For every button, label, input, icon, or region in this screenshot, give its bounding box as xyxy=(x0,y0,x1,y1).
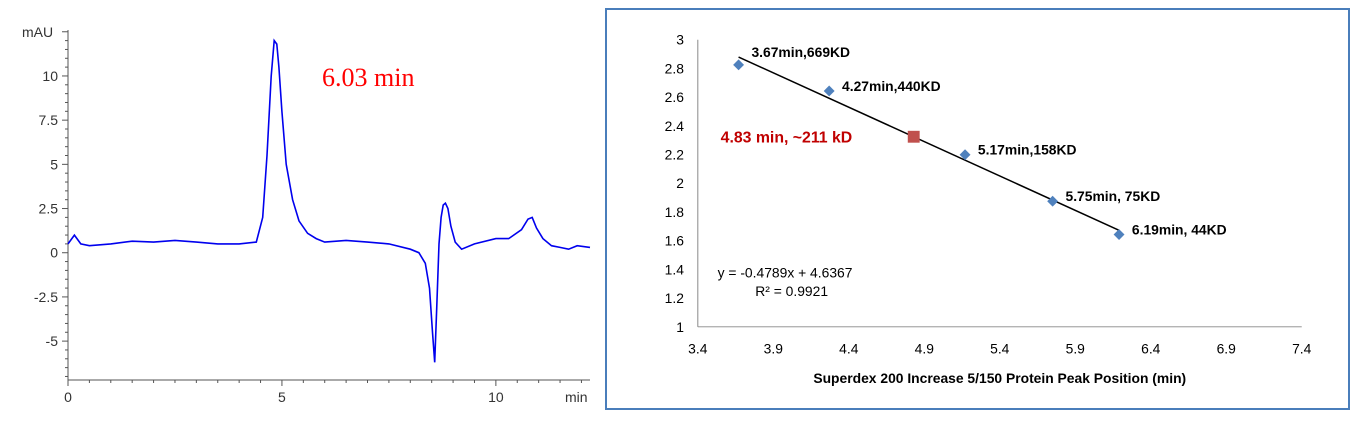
x-tick-label: 4.9 xyxy=(915,341,935,357)
calibration-scatter-chart: 1 1.2 1.4 1.6 1.8 2 2.2 2.4 2.6 2.8 3 3.4 3.9 4.4 4.9 5… xyxy=(605,8,1350,410)
standard-point xyxy=(1047,195,1059,207)
x-tick-label: 3.9 xyxy=(764,341,784,357)
y-tick-label: 5 xyxy=(50,156,58,172)
y-tick-label: 2.2 xyxy=(665,146,685,162)
standard-point xyxy=(733,59,745,71)
y-tick-label: 2.5 xyxy=(39,201,59,217)
x-tick-label: 5.4 xyxy=(990,341,1010,357)
x-tick-label: 10 xyxy=(488,389,504,405)
x-tick-label: 5 xyxy=(278,389,286,405)
y-tick-label: 10 xyxy=(42,68,58,84)
standard-point xyxy=(959,149,971,161)
x-axis-title: Superdex 200 Increase 5/150 Protein Peak… xyxy=(813,370,1186,386)
point-label: 5.75min, 75KD xyxy=(1065,188,1160,204)
y-tick-label: 2.6 xyxy=(665,89,685,105)
y-tick-label: 1.6 xyxy=(665,233,685,249)
x-tick-label: 4.4 xyxy=(839,341,859,357)
standard-point xyxy=(1113,229,1125,240)
x-tick-label: 0 xyxy=(64,389,72,405)
y-tick-label: 3 xyxy=(676,32,684,48)
x-tick-label: 5.9 xyxy=(1066,341,1086,357)
y-axis-unit: mAU xyxy=(22,24,53,40)
standard-point xyxy=(823,85,835,97)
y-tick-label: -5 xyxy=(46,333,59,349)
y-tick-label: 2.8 xyxy=(665,60,685,76)
regression-equation: y = -0.4789x + 4.6367 xyxy=(718,264,853,280)
y-tick-label: 7.5 xyxy=(39,112,59,128)
y-tick-label: 1.8 xyxy=(665,204,685,220)
y-tick-label: 1 xyxy=(676,319,684,335)
x-tick-label: 7.4 xyxy=(1292,341,1312,357)
x-tick-label: 3.4 xyxy=(688,341,708,357)
sample-label: 4.83 min, ~211 kD xyxy=(721,130,853,147)
y-tick-label: 2 xyxy=(676,175,684,191)
point-label: 5.17min,158KD xyxy=(978,142,1077,158)
chromatogram-trace xyxy=(67,38,591,363)
sample-point xyxy=(907,130,920,143)
y-tick-label: 1.4 xyxy=(665,261,685,277)
point-label: 3.67min,669KD xyxy=(751,44,850,60)
y-tick-label: 2.4 xyxy=(665,118,685,134)
y-tick-label: -2.5 xyxy=(34,289,58,305)
x-tick-label: 6.4 xyxy=(1141,341,1161,357)
point-label: 4.27min,440KD xyxy=(842,78,941,94)
y-tick-label: 1.2 xyxy=(665,290,685,306)
peak-time-annotation: 6.03 min xyxy=(322,63,414,92)
point-label: 6.19min, 44KD xyxy=(1132,222,1227,238)
chromatogram-chart: 10 7.5 5 2.5 0 -2.5 -5 0 5 10 mAU min 6.03 min xyxy=(22,24,591,405)
r-squared: R² = 0.9921 xyxy=(755,283,828,299)
x-tick-label: 6.9 xyxy=(1217,341,1237,357)
y-tick-label: 0 xyxy=(50,245,58,261)
x-axis-unit: min xyxy=(565,389,588,405)
